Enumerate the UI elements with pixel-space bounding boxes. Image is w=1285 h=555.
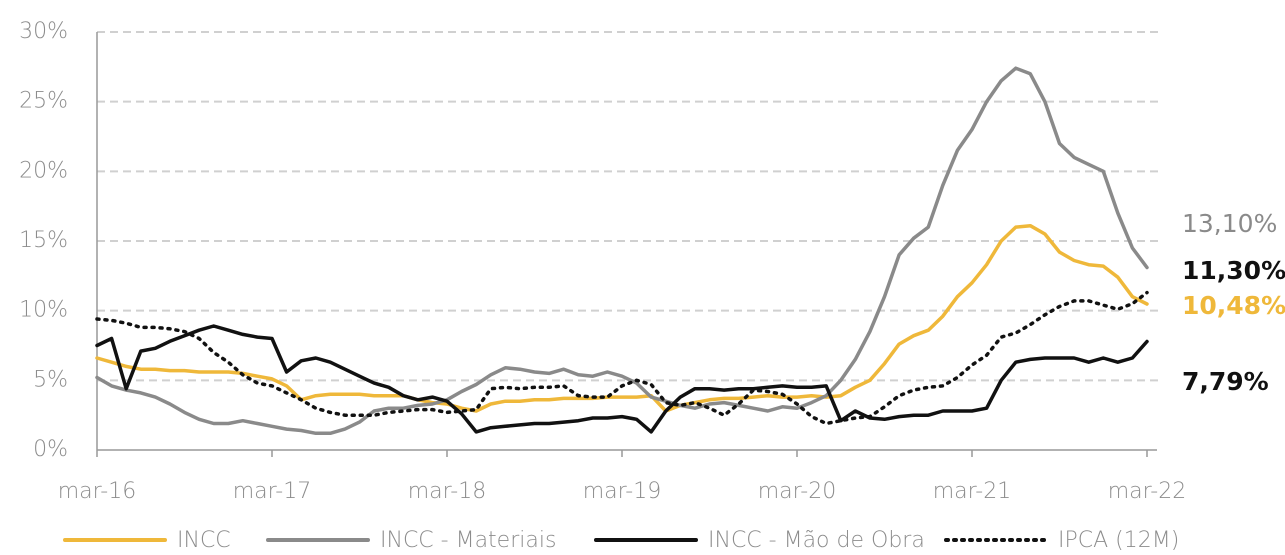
legend-label: INCC - Mão de Obra: [708, 528, 925, 553]
legend-label: INCC: [177, 528, 231, 553]
y-tick-label: 10%: [19, 298, 68, 323]
series-line: [95, 324, 1149, 434]
x-tick-label: mar-17: [233, 479, 311, 504]
series-line: [95, 290, 1149, 426]
legend-label: INCC - Materiais: [380, 528, 556, 553]
y-tick-label: 15%: [19, 228, 68, 253]
end-label: 13,10%: [1182, 209, 1277, 238]
x-tick-label: mar-16: [58, 479, 136, 504]
x-tick-label: mar-21: [933, 479, 1011, 504]
series-line: [95, 223, 1149, 413]
y-tick-label: 5%: [33, 367, 68, 392]
end-label: 7,79%: [1182, 367, 1269, 396]
x-tick-label: mar-22: [1108, 479, 1186, 504]
x-tick-label: mar-18: [408, 479, 486, 504]
legend-label: IPCA (12M): [1058, 528, 1179, 553]
y-tick-label: 25%: [19, 89, 68, 114]
x-tick-label: mar-19: [583, 479, 661, 504]
series-line: [95, 66, 1149, 436]
x-tick-label: mar-20: [758, 479, 836, 504]
y-tick-label: 20%: [19, 158, 68, 183]
end-label: 11,30%: [1182, 256, 1285, 285]
end-label: 10,48%: [1182, 291, 1285, 320]
y-tick-label: 30%: [19, 19, 68, 44]
y-tick-label: 0%: [33, 437, 68, 462]
